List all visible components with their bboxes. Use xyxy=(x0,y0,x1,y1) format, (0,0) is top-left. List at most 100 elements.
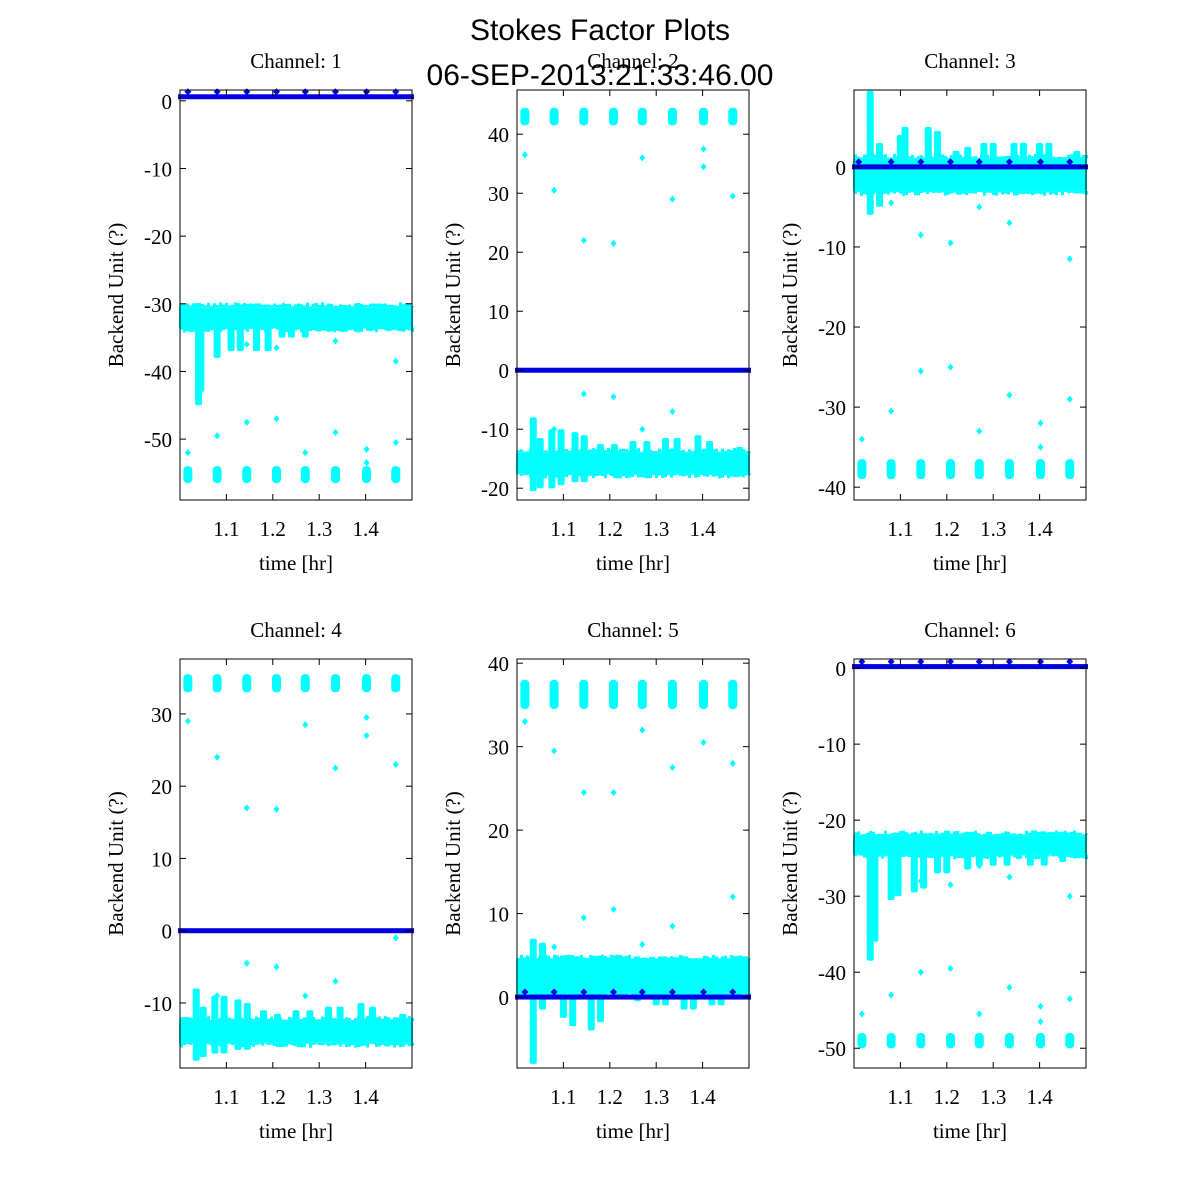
cyan-band-edge xyxy=(1082,834,1085,836)
cyan-spike xyxy=(315,317,323,331)
cyan-band-edge xyxy=(1046,190,1049,193)
cyan-band-edge xyxy=(336,1042,339,1045)
cyan-band-edge xyxy=(354,1018,357,1022)
cyan-band-edge xyxy=(565,473,568,478)
cyan-band-edge xyxy=(378,1016,381,1022)
cyan-band-edge xyxy=(1022,834,1025,836)
cyan-band xyxy=(179,988,414,1061)
cyan-band-edge xyxy=(351,327,354,330)
cyan-band-edge xyxy=(610,954,613,960)
cyan-band-edge xyxy=(685,451,688,453)
cyan-band-edge xyxy=(926,833,929,836)
cyan-band-edge xyxy=(327,303,330,308)
cyan-band-edge xyxy=(1019,854,1022,859)
blue-marker-point xyxy=(1037,158,1045,166)
cyan-band-edge xyxy=(381,303,384,308)
cyan-spike xyxy=(1010,142,1018,175)
cyan-outlier-point xyxy=(1006,219,1013,227)
cyan-band-edge xyxy=(408,1016,411,1022)
cyan-band-edge xyxy=(700,992,703,996)
cyan-band-edge xyxy=(911,832,914,836)
panel-channel-3: 1.1 1.2 1.3 1.4 0 -10 -20 -30 -40 Channel: 3 time … xyxy=(778,49,1088,575)
cyan-cluster xyxy=(212,674,222,693)
cyan-band-edge xyxy=(655,473,658,479)
cyan-spike xyxy=(894,844,902,897)
cyan-band-edge xyxy=(1079,157,1082,159)
cyan-band-edge xyxy=(1016,834,1019,836)
cyan-band-edge xyxy=(730,473,733,477)
cyan-outlier-point xyxy=(976,427,983,435)
cyan-band-edge xyxy=(950,155,953,159)
cyan-spike xyxy=(539,976,547,1010)
cyan-cluster xyxy=(667,107,677,126)
cyan-outlier-point xyxy=(917,367,924,375)
cyan-band-edge xyxy=(297,327,300,330)
cyan-band-edge xyxy=(279,1042,282,1048)
cyan-band-edge xyxy=(225,327,228,330)
cyan-band-edge xyxy=(736,955,739,960)
cyan-band-edge xyxy=(1067,832,1070,836)
cyan-band-edge xyxy=(989,190,992,193)
cyan-band-edge xyxy=(601,954,604,960)
cyan-cluster xyxy=(916,1033,926,1049)
cyan-band-edge xyxy=(348,1042,351,1047)
cyan-band-edge xyxy=(959,154,962,159)
cyan-band-edge xyxy=(857,190,860,192)
cyan-band-edge xyxy=(285,304,288,308)
cyan-band-edge xyxy=(857,854,860,856)
cyan-band-edge xyxy=(733,447,736,453)
cyan-band-edge xyxy=(613,955,616,960)
cyan-band-edge xyxy=(375,1042,378,1047)
cyan-band-edge xyxy=(857,831,860,836)
cyan-outlier-point xyxy=(888,866,895,874)
cyan-outlier-point xyxy=(273,805,280,813)
cyan-band-edge xyxy=(706,956,709,960)
cyan-band-edge xyxy=(616,954,619,960)
cyan-band-edge xyxy=(523,473,526,475)
cyan-band-edge xyxy=(610,473,613,476)
cyan-band-edge xyxy=(727,992,730,996)
cyan-band-edge xyxy=(396,1042,399,1046)
cyan-band-edge xyxy=(947,190,950,195)
figure-subtitle: 06-SEP-2013:21:33:46.00 xyxy=(427,59,774,92)
cyan-cluster xyxy=(362,674,372,693)
cyan-band-edge xyxy=(351,306,354,308)
cyan-band-edge xyxy=(342,1042,345,1045)
cyan-band-edge xyxy=(658,956,661,960)
cyan-band-edge xyxy=(360,1042,363,1047)
plot-area xyxy=(515,679,751,1064)
cyan-spike xyxy=(199,1031,207,1058)
cyan-spike xyxy=(1036,142,1044,175)
cyan-band-edge xyxy=(1064,157,1067,159)
cyan-band-edge xyxy=(315,1042,318,1045)
cyan-band-edge xyxy=(333,1042,336,1046)
cyan-cluster xyxy=(212,466,222,484)
x-tick-label: 1.2 xyxy=(260,1085,286,1109)
cyan-band-edge xyxy=(652,956,655,960)
cyan-spike xyxy=(234,1031,242,1050)
cyan-outlier-point xyxy=(729,192,736,200)
cyan-band-edge xyxy=(207,302,210,308)
cyan-band-edge xyxy=(986,831,989,836)
cyan-band-edge xyxy=(246,304,249,308)
cyan-band-edge xyxy=(929,190,932,193)
cyan-band-edge xyxy=(1022,190,1025,195)
cyan-band-edge xyxy=(523,451,526,453)
cyan-cluster xyxy=(1004,459,1014,480)
cyan-band-edge xyxy=(905,190,908,196)
cyan-spike xyxy=(610,443,618,464)
cyan-band-edge xyxy=(661,473,664,478)
cyan-band-edge xyxy=(694,473,697,478)
cyan-outlier-point xyxy=(273,963,280,971)
x-axis-label: time [hr] xyxy=(933,551,1007,575)
blue-marker-point xyxy=(550,988,558,996)
cyan-band-edge xyxy=(935,830,938,836)
cyan-band-edge xyxy=(186,303,189,308)
cyan-band-edge xyxy=(944,190,947,196)
cyan-band-edge xyxy=(1055,190,1058,196)
cyan-band-edge xyxy=(592,955,595,960)
cyan-band-edge xyxy=(890,157,893,159)
cyan-band-edge xyxy=(670,473,673,478)
cyan-band-edge xyxy=(387,1017,390,1022)
cyan-band-edge xyxy=(923,833,926,836)
